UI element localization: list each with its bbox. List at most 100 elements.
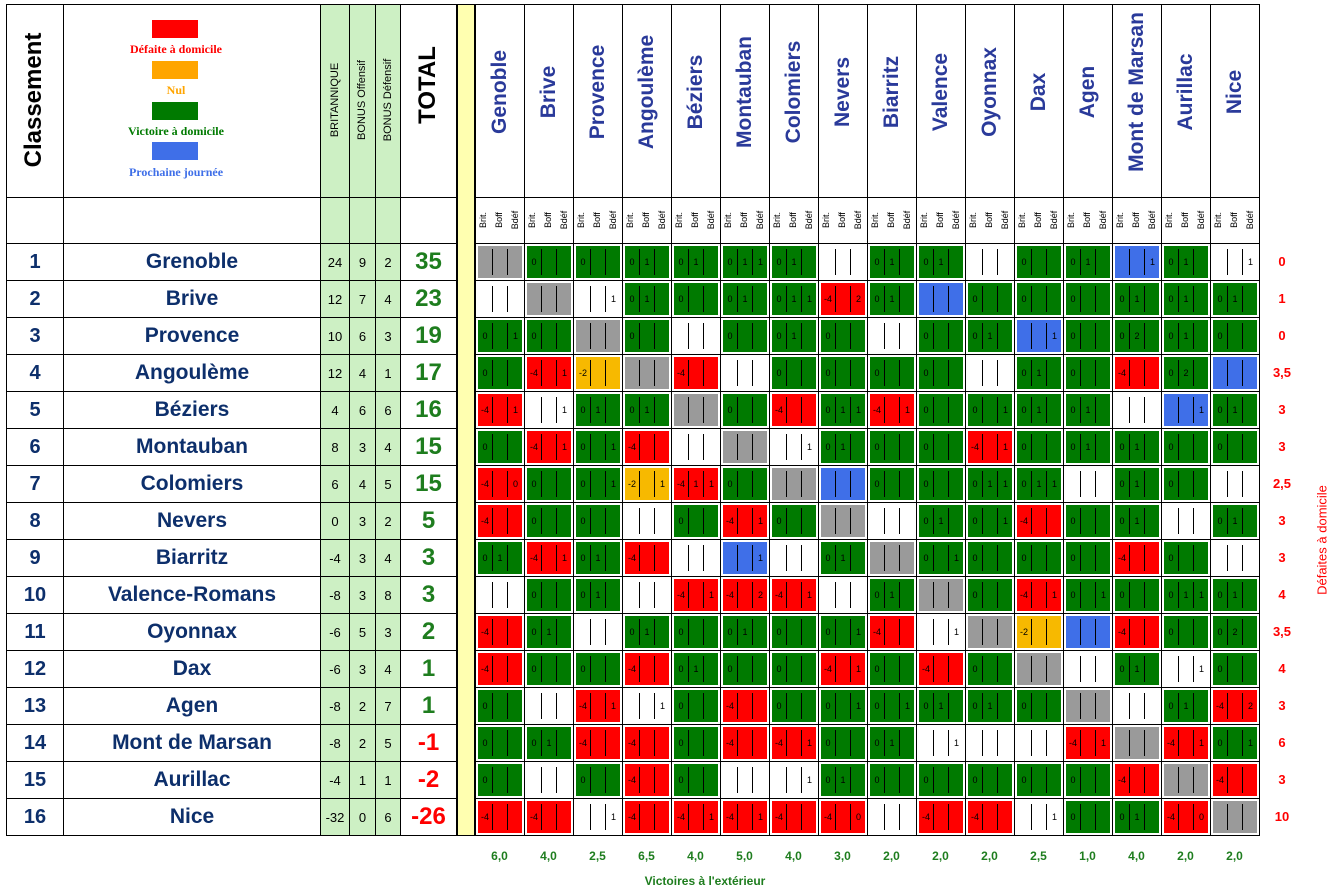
result-fill: -4 [478,801,522,833]
result-fill: 0 [674,283,718,315]
result-value: 0 [527,582,542,608]
result-cell: 0 [769,650,819,688]
result-value: 0 [527,323,542,349]
result-cell [1210,465,1260,503]
result-value: 1 [806,738,812,748]
result-value: 1 [806,775,812,785]
subheader-label: Boff [641,212,651,228]
result-cell: -4 [1210,761,1260,799]
column-header-label: Béziers [683,54,707,130]
result-value [983,619,998,645]
result-value: 0 [576,434,591,460]
result-value: 0 [1115,323,1130,349]
result-cell: -4 [769,391,819,429]
result-value: -4 [625,656,640,682]
result-value: 1 [1081,397,1096,423]
result-cell [475,280,525,318]
result-value [998,730,1013,756]
result-fill: 0 [1066,542,1110,574]
result-value: 0 [870,656,885,682]
result-value [787,545,802,571]
result-value: 1 [885,249,900,275]
victoires-ext-value: 2,0 [932,849,949,863]
result-cell: 0 [475,354,525,392]
result-cell: 0 [1014,687,1064,725]
result-value [1145,656,1160,682]
result-value: 1 [1032,397,1047,423]
result-fill: -4 0 [478,468,522,500]
result-value [1096,804,1111,830]
subheader-label: Bdéf [853,210,863,230]
result-value [787,656,802,682]
result-value: 1 [561,368,567,378]
result-value [640,693,655,719]
result-value [870,545,885,571]
result-value [934,323,949,349]
result-fill: 0 [919,357,963,389]
result-value: 1 [1002,405,1008,415]
defaites-dom-value: 10 [1274,809,1290,824]
brit-cell: -8 [320,724,350,762]
result-value: -4 [772,582,787,608]
result-cell: 1 [1161,391,1211,429]
victoires-ext-value: 5,0 [736,849,753,863]
result-value [753,471,768,497]
result-cell: 0 [671,687,721,725]
result-value [949,582,964,608]
result-value [527,693,542,719]
result-value: 1 [934,508,949,534]
result-fill: -4 1 [772,727,816,759]
victoires-ext-value: 2,0 [1177,849,1194,863]
result-value [1047,656,1062,682]
result-value [802,656,817,682]
result-value [851,323,866,349]
result-fill [968,727,1012,759]
result-value [704,323,719,349]
result-value [1194,323,1209,349]
britannique-header-cell [320,4,350,198]
result-value [738,656,753,682]
bdef-cell: 3 [375,613,401,651]
result-value [1032,767,1047,793]
result-cell: 1 [916,724,966,762]
total-cell: 1 [400,650,457,688]
result-cell: -4 [720,724,770,762]
result-value [753,360,768,386]
result-cell [1112,724,1162,762]
result-cell: -4 [720,687,770,725]
result-value [821,582,836,608]
result-value [493,804,508,830]
result-fill [674,394,718,426]
result-fill: 0 [527,579,571,611]
result-value [1047,286,1062,312]
result-cell: -4 [1112,354,1162,392]
result-value [738,545,753,571]
result-value: -4 [870,619,885,645]
result-value: 0 [512,479,518,489]
result-fill: 0 [625,320,669,352]
result-value: 0 [674,249,689,275]
result-value [1096,434,1111,460]
result-value [934,582,949,608]
rank-cell: 8 [6,502,64,540]
result-value: 1 [787,286,802,312]
result-value [704,619,719,645]
result-fill: 0 [527,320,571,352]
defaites-dom-label: Défaites à domicile [1314,485,1330,595]
result-value [508,804,523,830]
result-fill: -2 [1017,616,1061,648]
result-fill [1066,690,1110,722]
result-fill: -4 [1115,616,1159,648]
result-value: 0 [1164,249,1179,275]
result-value: 1 [836,397,851,423]
result-value: 0 [1164,360,1179,386]
result-cell: 0 [1112,576,1162,614]
result-cell: 1 [622,687,672,725]
